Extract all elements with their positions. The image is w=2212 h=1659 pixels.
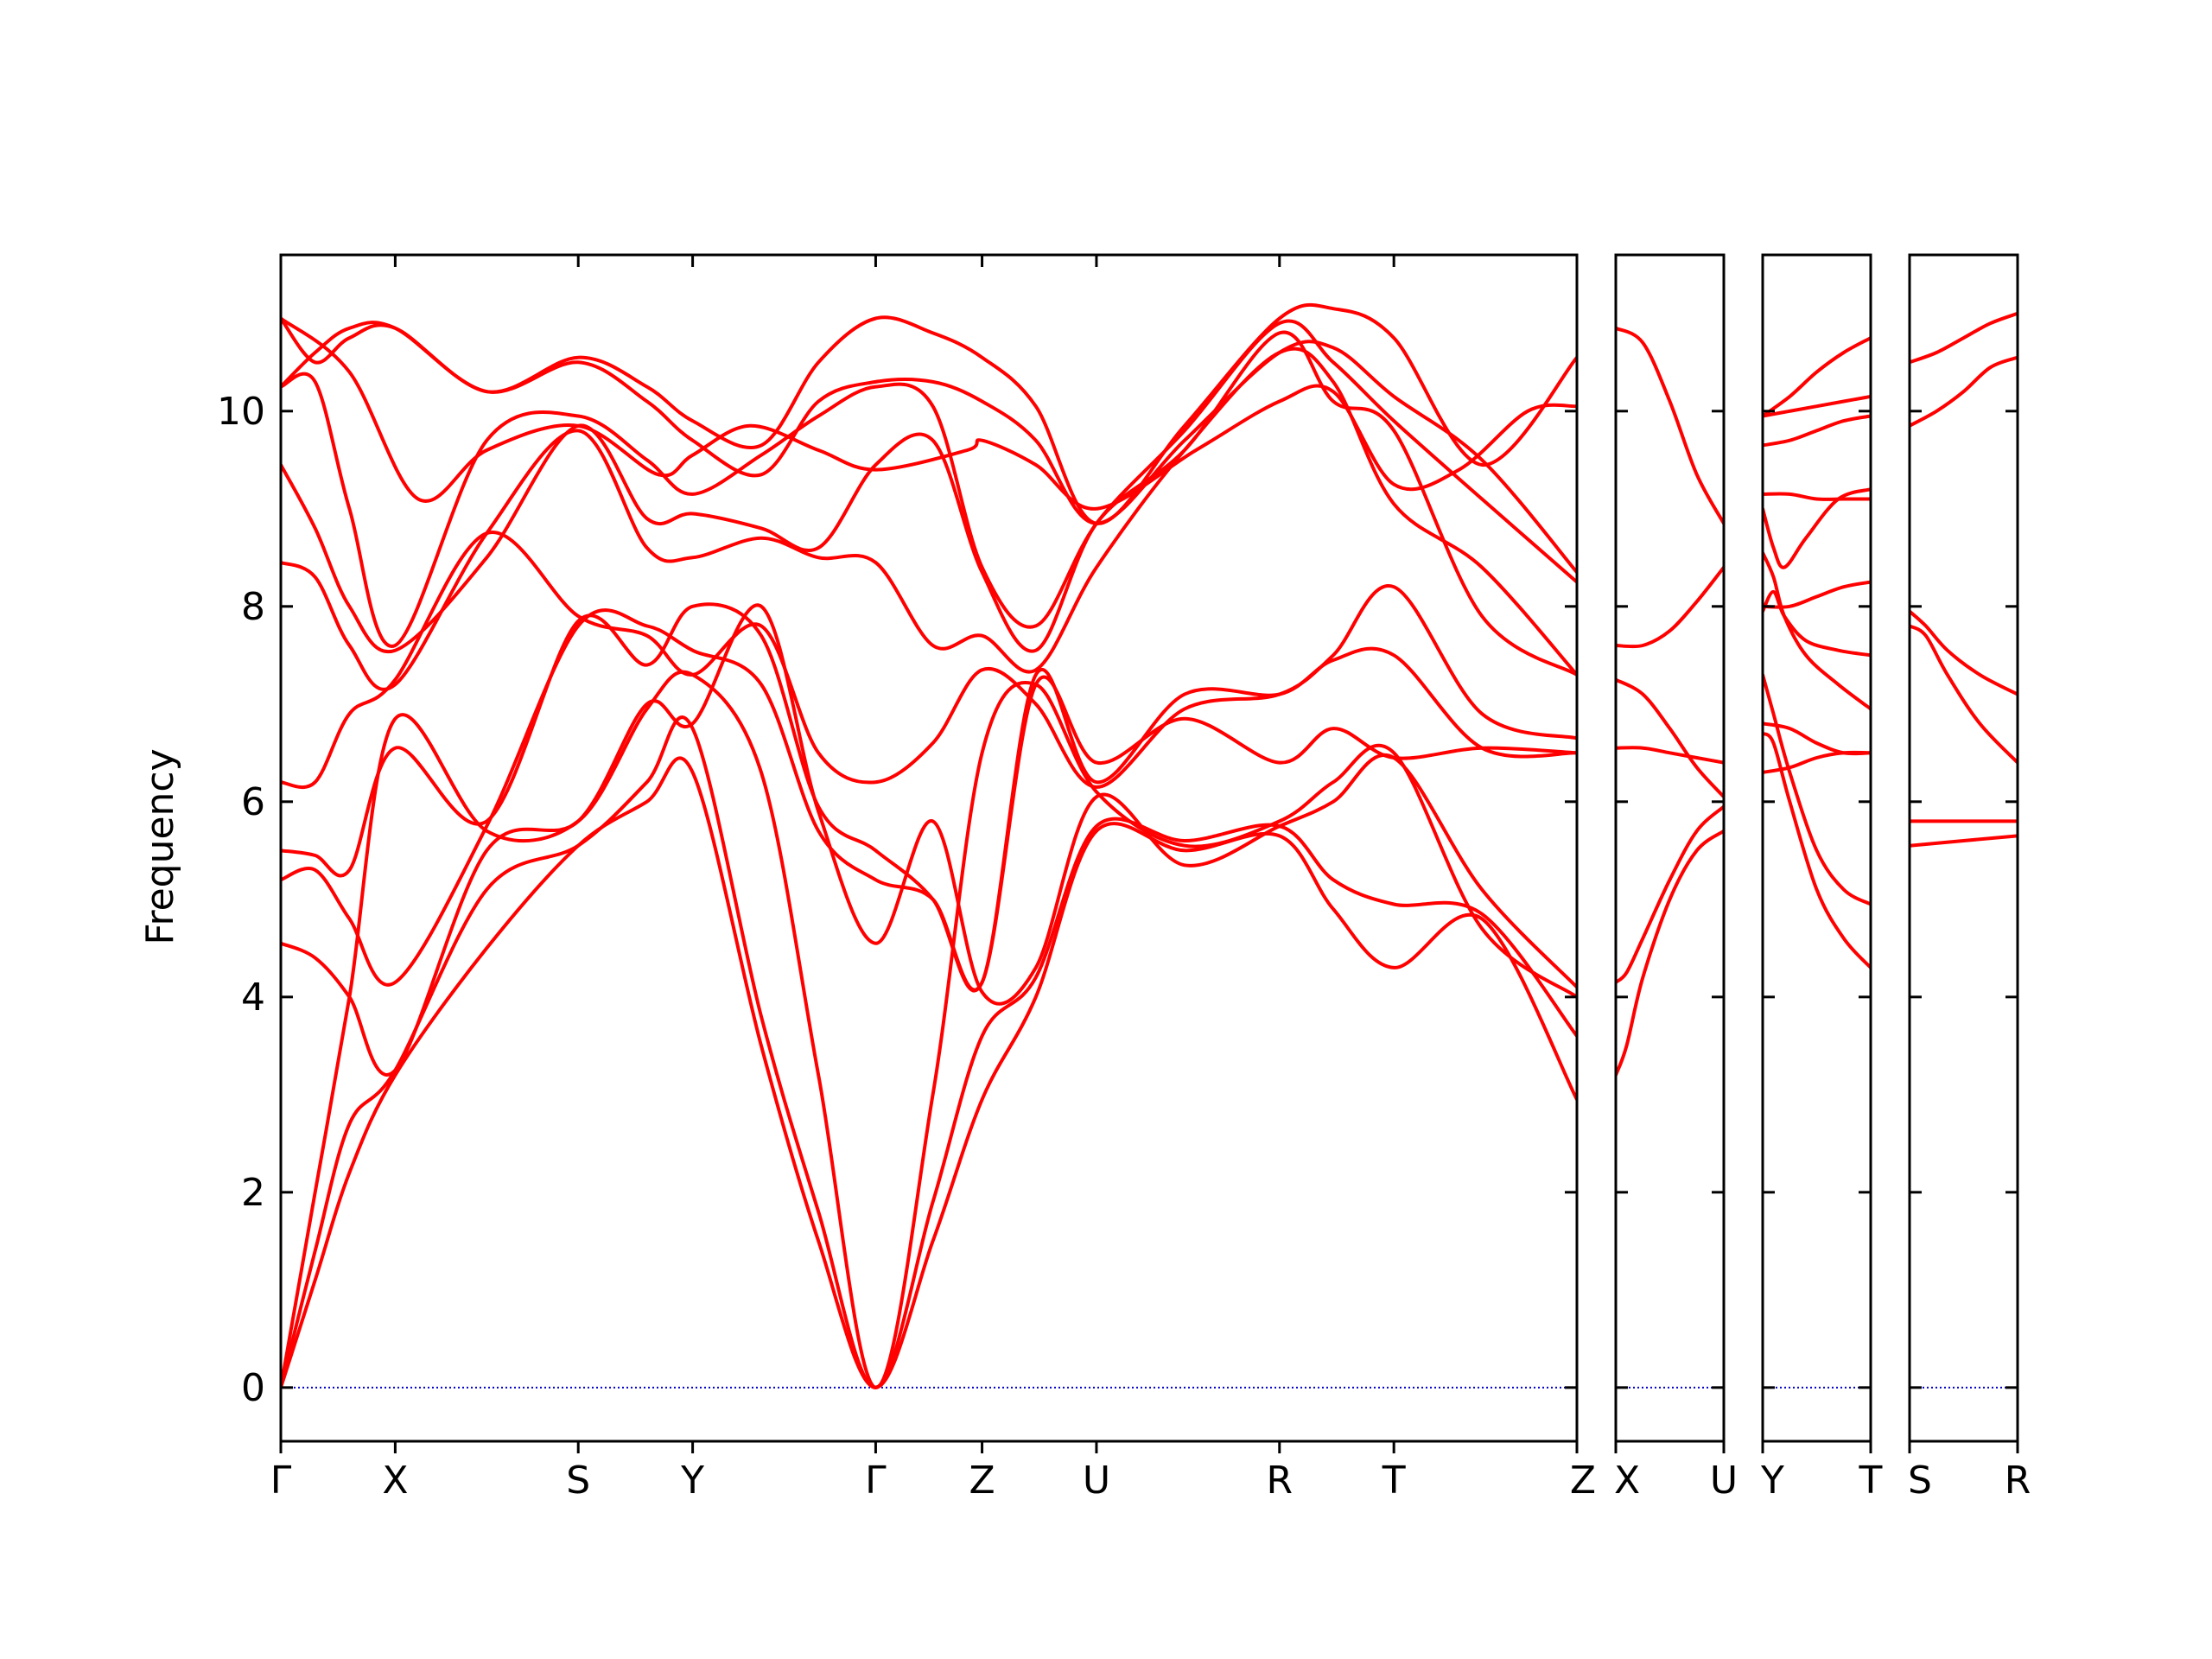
band-3-4: [1910, 355, 2018, 428]
x-tick-label: Γ: [865, 1459, 887, 1503]
band-2-7: [1763, 487, 1871, 569]
y-tick-label: 8: [241, 585, 265, 629]
x-tick-label: T: [1859, 1459, 1883, 1503]
band-0-5: [281, 602, 1577, 993]
band-0-10: [281, 321, 1577, 575]
band-0-12: [281, 316, 1577, 511]
band-1-0: [1616, 829, 1724, 1077]
band-1-4: [1616, 565, 1724, 649]
y-tick-label: 0: [241, 1366, 265, 1410]
band-2-1: [1763, 672, 1871, 906]
y-tick-label: 10: [217, 390, 265, 434]
band-0-6: [281, 530, 1577, 789]
x-tick-label: X: [382, 1459, 408, 1503]
panel-frame: [1908, 253, 2019, 1443]
x-tick-label: S: [566, 1459, 590, 1503]
x-tick-label: U: [1083, 1459, 1110, 1503]
band-3-0: [1910, 834, 2018, 848]
band-2-10: [1763, 394, 1871, 418]
x-tick-label: Y: [1760, 1459, 1784, 1503]
band-0-2: [281, 670, 1577, 1389]
bands-group: [1910, 311, 2018, 848]
band-2-3: [1763, 721, 1871, 756]
panel-0: 0 2 4 6 8 10 Γ X S Y Γ Z U R T Z: [217, 253, 1596, 1503]
band-1-2: [1616, 746, 1724, 765]
x-tick-label: R: [1266, 1459, 1293, 1503]
band-0-1: [281, 715, 1577, 1389]
bands-group: [1616, 326, 1724, 1077]
band-2-6: [1763, 580, 1871, 609]
x-tick-label: Y: [680, 1459, 704, 1503]
y-axis-title: Frequency: [138, 748, 182, 944]
y-tick-label: 6: [241, 780, 265, 824]
band-0-11: [281, 302, 1577, 525]
band-1-1: [1616, 804, 1724, 984]
band-3-2: [1910, 624, 2018, 765]
y-tick-label: 4: [241, 976, 265, 1020]
x-tick-label: Γ: [270, 1459, 292, 1503]
panel-frame: [1761, 253, 1872, 1443]
band-0-4: [281, 608, 1577, 992]
band-0-3: [281, 603, 1577, 1077]
band-2-5: [1763, 589, 1871, 658]
band-1-3: [1616, 677, 1724, 799]
panel-frame: [279, 253, 1579, 1443]
band-3-5: [1910, 311, 2018, 365]
band-2-11: [1763, 336, 1871, 418]
x-tick-label: T: [1382, 1459, 1406, 1503]
band-1-5: [1616, 326, 1724, 525]
x-tick-label: X: [1614, 1459, 1640, 1503]
band-2-9: [1763, 414, 1871, 448]
band-3-3: [1910, 609, 2018, 696]
x-tick-label: Z: [969, 1459, 995, 1503]
x-tick-label: U: [1710, 1459, 1738, 1503]
panel-frame: [1614, 253, 1726, 1443]
y-tick-label: 2: [241, 1171, 265, 1215]
band-2-8: [1763, 492, 1871, 501]
x-tick-label: Z: [1570, 1459, 1596, 1503]
x-tick-label: S: [1908, 1459, 1932, 1503]
x-tick-label: R: [2005, 1459, 2031, 1503]
band-0-8: [281, 330, 1577, 677]
band-2-0: [1763, 731, 1871, 969]
bands-group: [1763, 336, 1871, 969]
bands-group: [281, 302, 1577, 1389]
band-2-4: [1763, 550, 1871, 711]
